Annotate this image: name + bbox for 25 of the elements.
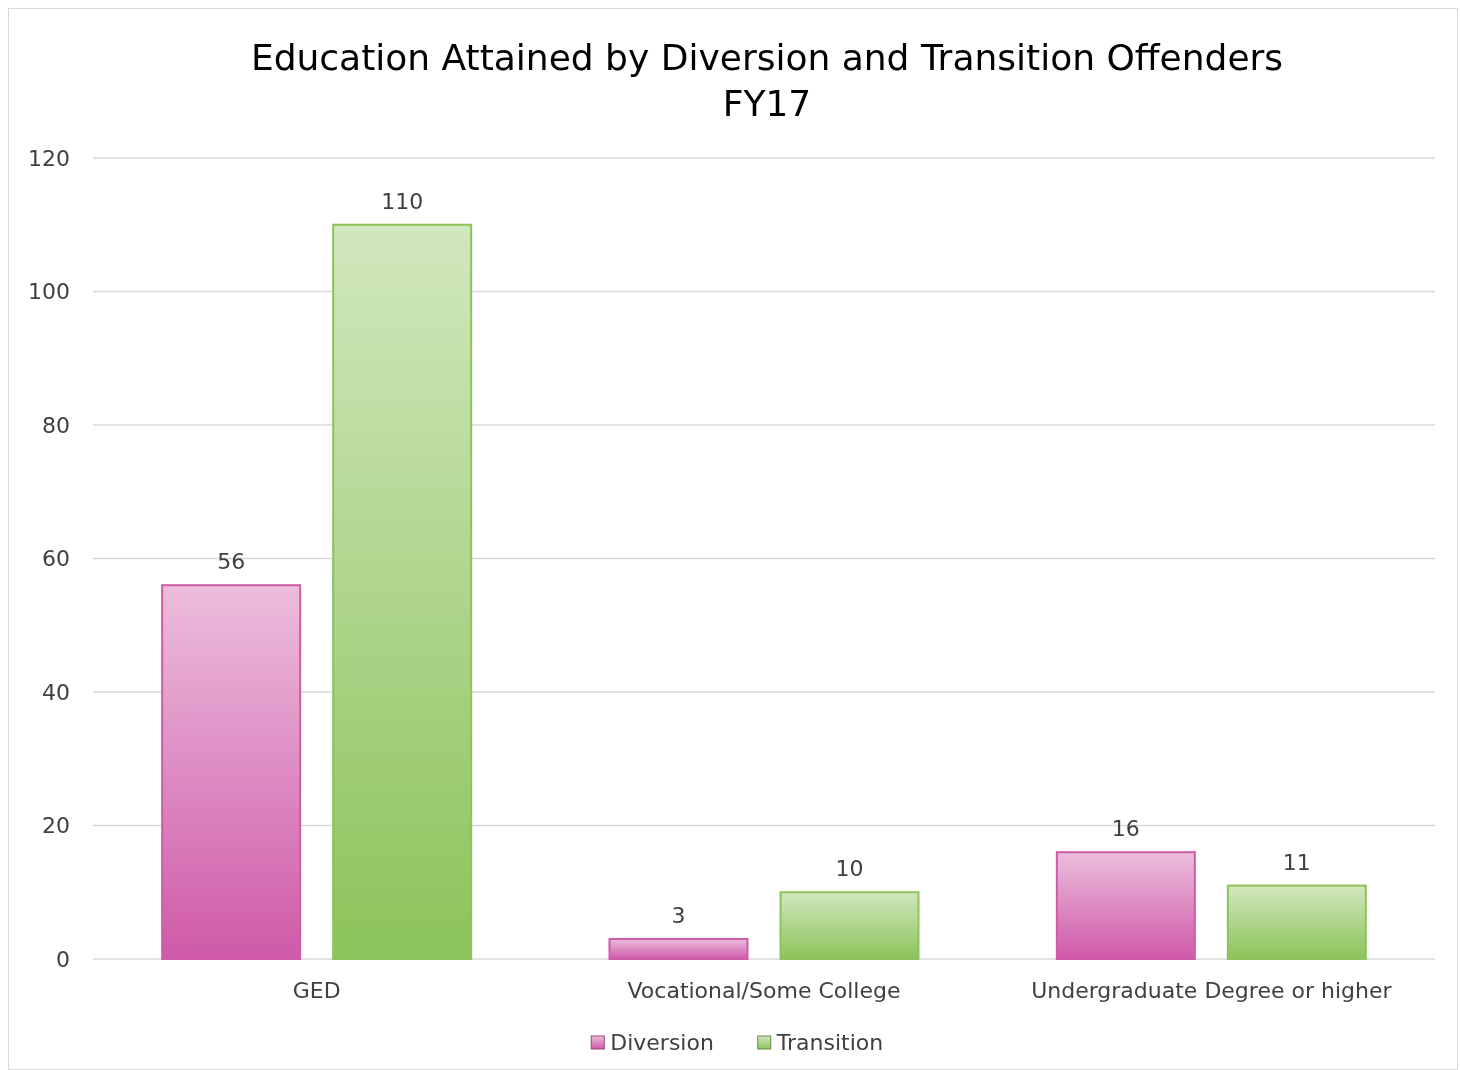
- y-tick-label: 120: [28, 145, 70, 171]
- data-label: 110: [381, 188, 424, 214]
- y-tick-label: 20: [42, 813, 70, 839]
- x-tick-label: Vocational/Some College: [627, 978, 901, 1003]
- bar: [1055, 851, 1196, 960]
- data-label: 11: [1282, 849, 1311, 875]
- bar: [608, 937, 749, 960]
- bar: [332, 223, 473, 960]
- data-label: 16: [1111, 816, 1140, 842]
- y-tick-label: 0: [56, 946, 70, 972]
- data-label: 56: [217, 549, 246, 575]
- legend-label: Transition: [775, 1030, 884, 1055]
- data-label: 10: [835, 856, 864, 882]
- x-tick-label: GED: [292, 978, 341, 1003]
- y-tick-label: 60: [42, 546, 70, 572]
- y-tick-label: 40: [42, 679, 70, 705]
- bar: [1226, 884, 1367, 960]
- bar: [161, 584, 302, 960]
- y-tick-label: 80: [42, 412, 70, 438]
- chart-title: Education Attained by Diversion and Transition Offenders FY17: [250, 37, 1284, 124]
- data-label: 3: [671, 902, 686, 928]
- y-tick-label: 100: [28, 279, 70, 305]
- bar: [779, 891, 920, 960]
- legend-label: Diversion: [610, 1030, 714, 1055]
- x-tick-label: Undergraduate Degree or higher: [1031, 978, 1393, 1003]
